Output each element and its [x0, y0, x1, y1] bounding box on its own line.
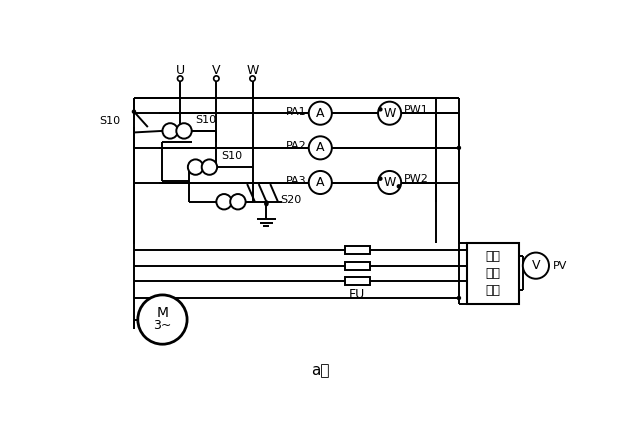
Circle shape	[378, 171, 401, 194]
Circle shape	[176, 123, 192, 138]
Text: W: W	[246, 64, 259, 77]
Text: A: A	[316, 176, 324, 189]
Text: 电压: 电压	[485, 250, 500, 263]
Circle shape	[177, 76, 183, 81]
Text: V: V	[212, 64, 221, 77]
Text: PW1: PW1	[403, 105, 428, 115]
Circle shape	[265, 201, 268, 204]
Text: 3~: 3~	[153, 319, 172, 332]
Text: W: W	[383, 107, 396, 120]
Text: PA2: PA2	[285, 141, 307, 151]
Circle shape	[379, 177, 382, 180]
Circle shape	[138, 295, 187, 344]
Text: FU: FU	[349, 289, 365, 301]
Circle shape	[523, 252, 549, 279]
Circle shape	[163, 123, 178, 138]
Circle shape	[378, 101, 401, 125]
Circle shape	[308, 136, 332, 160]
Text: S10: S10	[99, 116, 120, 126]
Circle shape	[397, 185, 401, 188]
Text: W: W	[383, 176, 396, 189]
Circle shape	[188, 160, 204, 175]
Text: S10: S10	[221, 151, 242, 161]
Text: PA3: PA3	[286, 176, 307, 186]
Circle shape	[214, 76, 219, 81]
Text: PW2: PW2	[403, 175, 428, 184]
Text: 开关: 开关	[485, 284, 500, 297]
Bar	[345, 277, 369, 285]
Circle shape	[265, 203, 268, 206]
Text: 倒相: 倒相	[485, 267, 500, 280]
Text: S10: S10	[196, 115, 217, 125]
Text: a）: a）	[311, 364, 330, 379]
Bar	[467, 243, 519, 304]
Text: S20: S20	[280, 195, 301, 205]
Text: V: V	[532, 259, 540, 272]
Text: PV: PV	[553, 261, 567, 270]
Text: A: A	[316, 141, 324, 154]
Circle shape	[458, 296, 460, 300]
Text: A: A	[316, 107, 324, 120]
Circle shape	[379, 108, 382, 111]
Circle shape	[250, 76, 255, 81]
Circle shape	[308, 171, 332, 194]
Text: U: U	[175, 64, 185, 77]
Circle shape	[216, 194, 232, 209]
Text: PA1: PA1	[286, 107, 307, 117]
Circle shape	[202, 160, 217, 175]
Circle shape	[132, 110, 136, 113]
Bar	[345, 262, 369, 270]
Circle shape	[230, 194, 246, 209]
Bar	[345, 246, 369, 254]
Circle shape	[458, 146, 460, 149]
Text: M: M	[156, 307, 168, 320]
Circle shape	[308, 101, 332, 125]
